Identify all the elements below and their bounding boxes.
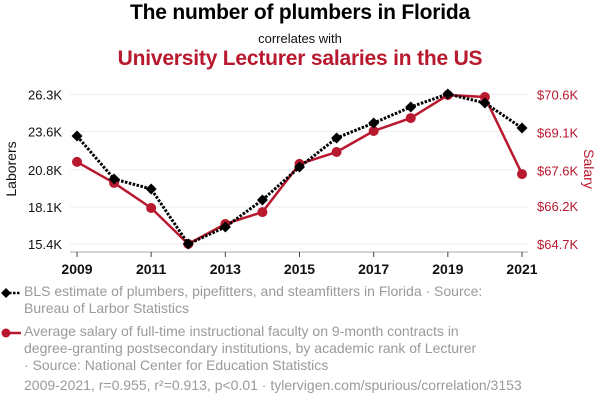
legend-text-laborers: BLS estimate of plumbers, pipefitters, a… [24, 283, 483, 316]
x-axis: 2009 2011 2013 2015 2017 2019 2021 [61, 251, 538, 277]
y-left-tick-label: 26.3K [28, 88, 62, 103]
data-point-salary [479, 92, 490, 103]
y-right-tick-label: $66.2K [537, 199, 579, 214]
series-laborers [71, 88, 528, 250]
data-point-laborers [405, 101, 417, 113]
data-point-salary [368, 125, 379, 136]
y-right-tick-label: $67.6K [537, 164, 579, 179]
footer-stats: 2009-2021, r=0.955, r²=0.913, p<0.01 · t… [24, 377, 522, 393]
data-point-salary [257, 207, 268, 218]
solid-circle-legend-icon [1, 328, 21, 338]
x-tick-label: 2009 [61, 261, 92, 277]
y-axis-right: $64.7K $66.2K $67.6K $69.1K $70.6K Salary [537, 88, 597, 253]
x-tick-label: 2019 [432, 261, 463, 277]
chart-connector: correlates with [258, 31, 342, 46]
data-point-salary [517, 169, 527, 180]
y-left-tick-label: 20.8K [28, 163, 62, 178]
y-axis-left: 15.4K 18.1K 20.8K 23.6K 26.3K Laborers [3, 88, 62, 253]
y-left-tick-label: 15.4K [28, 237, 62, 252]
x-tick-label: 2017 [358, 261, 389, 277]
data-point-laborers [71, 130, 83, 142]
chart-title: The number of plumbers in Florida [130, 1, 470, 24]
data-point-laborers [479, 97, 491, 109]
data-point-laborers [256, 194, 268, 206]
data-point-laborers [219, 221, 231, 233]
data-point-salary [72, 156, 82, 167]
y-left-tick-label: 18.1K [28, 200, 62, 215]
x-tick-label: 2011 [136, 261, 167, 277]
data-point-salary [331, 147, 342, 158]
data-point-laborers [145, 183, 157, 195]
data-point-salary [405, 113, 416, 124]
y-right-axis-label: Salary [581, 149, 597, 189]
chart-subtitle: University Lecturer salaries in the US [117, 47, 483, 70]
data-point-salary [146, 203, 157, 214]
data-point-laborers [368, 117, 380, 129]
legend-text-salary: Average salary of full-time instructiona… [24, 323, 477, 373]
data-point-laborers [442, 88, 454, 100]
dotted-diamond-legend-icon [1, 288, 21, 298]
data-point-laborers [182, 238, 194, 250]
x-tick-label: 2021 [506, 261, 537, 277]
y-left-tick-label: 23.6K [28, 125, 62, 140]
data-point-laborers [108, 173, 120, 185]
data-point-laborers [331, 132, 343, 144]
y-left-axis-label: Laborers [3, 141, 19, 196]
data-point-laborers [516, 122, 528, 134]
x-tick-label: 2013 [210, 261, 241, 277]
y-right-tick-label: $64.7K [537, 237, 579, 252]
y-right-tick-label: $69.1K [537, 126, 579, 141]
y-right-tick-label: $70.6K [537, 88, 579, 103]
x-tick-label: 2015 [284, 261, 315, 277]
data-point-laborers [294, 161, 305, 173]
